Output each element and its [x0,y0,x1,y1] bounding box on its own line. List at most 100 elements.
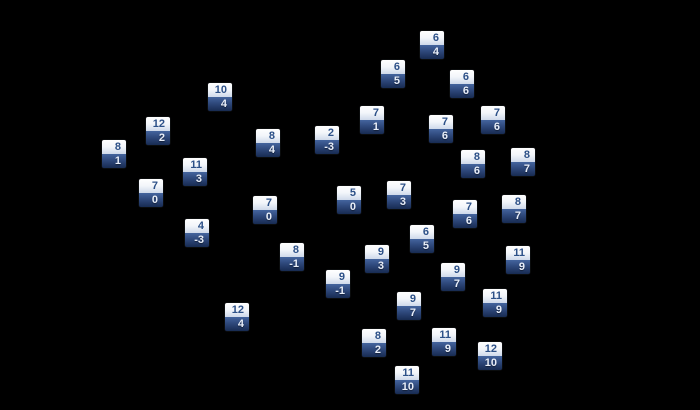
tile-bottom-value: 4 [208,97,232,111]
tile-top-value: 8 [362,329,386,343]
unit-tile[interactable]: 10 4 [208,83,232,111]
tile-top-value: 10 [208,83,232,97]
tile-top-value: 12 [225,303,249,317]
tile-top-value: 7 [481,106,505,120]
tile-top-value: 7 [139,179,163,193]
tile-top-value: 11 [506,246,530,260]
unit-tile[interactable]: 11 9 [432,328,456,356]
tile-top-value: 12 [478,342,502,356]
tile-bottom-value: 2 [146,131,170,145]
tile-top-value: 8 [511,148,535,162]
tile-bottom-value: 6 [461,164,485,178]
tile-bottom-value: 1 [360,120,384,134]
tile-top-value: 9 [397,292,421,306]
tile-bottom-value: 9 [432,342,456,356]
tile-top-value: 11 [483,289,507,303]
unit-tile[interactable]: 11 10 [395,366,419,394]
tile-bottom-value: 4 [256,143,280,157]
tile-bottom-value: 5 [381,74,405,88]
tile-bottom-value: 0 [139,193,163,207]
unit-tile[interactable]: 12 2 [146,117,170,145]
tile-top-value: 11 [183,158,207,172]
tile-bottom-value: 9 [506,260,530,274]
tile-bottom-value: 6 [429,129,453,143]
tile-top-value: 7 [360,106,384,120]
unit-tile[interactable]: 4 -3 [185,219,209,247]
tile-top-value: 8 [102,140,126,154]
tile-top-value: 4 [185,219,209,233]
tile-bottom-value: 3 [387,195,411,209]
tile-top-value: 8 [256,129,280,143]
tile-bottom-value: -1 [326,284,350,298]
tile-bottom-value: 9 [483,303,507,317]
tile-bottom-value: 7 [397,306,421,320]
tile-top-value: 6 [450,70,474,84]
unit-tile[interactable]: 11 3 [183,158,207,186]
tile-top-value: 2 [315,126,339,140]
unit-tile[interactable]: 9 -1 [326,270,350,298]
tile-bottom-value: 2 [362,343,386,357]
tile-top-value: 9 [326,270,350,284]
tile-bottom-value: 7 [441,277,465,291]
tile-bottom-value: 6 [450,84,474,98]
tile-bottom-value: 3 [365,259,389,273]
tile-top-value: 11 [395,366,419,380]
unit-tile[interactable]: 12 4 [225,303,249,331]
tile-bottom-value: 4 [225,317,249,331]
tile-top-value: 7 [453,200,477,214]
tile-bottom-value: 7 [502,209,526,223]
unit-tile[interactable]: 11 9 [506,246,530,274]
tile-top-value: 7 [253,196,277,210]
tile-bottom-value: 5 [410,239,434,253]
tile-bottom-value: 6 [453,214,477,228]
tile-bottom-value: -3 [315,140,339,154]
tile-top-value: 9 [365,245,389,259]
unit-tile[interactable]: 12 10 [478,342,502,370]
tile-top-value: 8 [502,195,526,209]
tile-bottom-value: 0 [253,210,277,224]
unit-tile[interactable]: 11 9 [483,289,507,317]
tile-bottom-value: 10 [395,380,419,394]
unit-tile[interactable]: 8 -1 [280,243,304,271]
tile-top-value: 7 [429,115,453,129]
tile-bottom-value: 10 [478,356,502,370]
tile-bottom-value: -3 [185,233,209,247]
unit-tile[interactable]: 2 -3 [315,126,339,154]
tile-bottom-value: 3 [183,172,207,186]
tile-top-value: 5 [337,186,361,200]
tile-bottom-value: 1 [102,154,126,168]
tile-top-value: 8 [280,243,304,257]
tile-top-value: 12 [146,117,170,131]
tile-bottom-value: 4 [420,45,444,59]
tile-bottom-value: -1 [280,257,304,271]
tile-top-value: 9 [441,263,465,277]
tile-bottom-value: 7 [511,162,535,176]
tile-top-value: 11 [432,328,456,342]
tile-top-value: 6 [410,225,434,239]
tile-bottom-value: 0 [337,200,361,214]
tile-top-value: 6 [381,60,405,74]
tile-bottom-value: 6 [481,120,505,134]
